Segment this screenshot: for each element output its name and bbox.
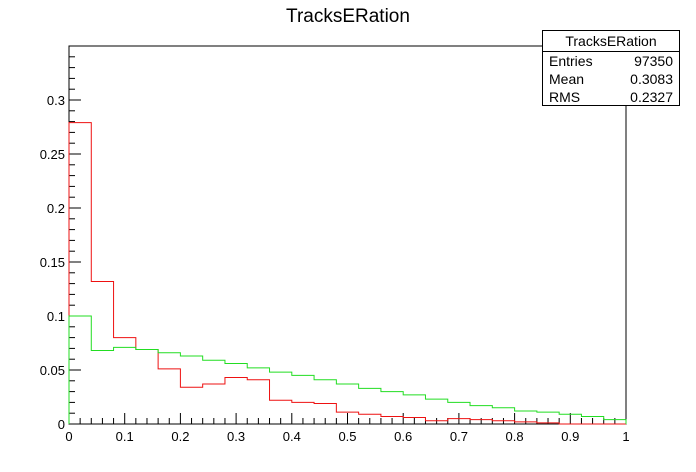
x-axis: 0 0.1 0.2 0.3 0.4 0.5 0.6 0.7 0.8 0.9 1: [65, 413, 630, 444]
y-tick-label: 0.1: [47, 309, 65, 324]
x-tick-label: 0.2: [171, 429, 189, 444]
x-tick-label: 0.3: [227, 429, 245, 444]
series-0-line: [68, 122, 626, 425]
stats-mean-label: Mean: [549, 71, 585, 87]
x-tick-label: 0.4: [283, 429, 301, 444]
stats-title: TracksERation: [543, 31, 679, 52]
chart-title: TracksERation: [286, 6, 410, 27]
x-tick-label: 1: [622, 429, 629, 444]
x-tick-label: 0.1: [116, 429, 134, 444]
y-tick-label: 0.15: [40, 255, 65, 270]
stats-rms-value: 0.2327: [630, 89, 673, 105]
stats-box: TracksERation Entries 97350 Mean 0.3083 …: [542, 30, 680, 106]
stats-entries-value: 97350: [634, 53, 673, 69]
stats-entries-label: Entries: [549, 53, 593, 69]
x-tick-label: 0.9: [561, 429, 579, 444]
stats-rms-row: RMS 0.2327: [543, 88, 679, 106]
y-axis: 0 0.05 0.1 0.15 0.2 0.25 0.3: [40, 56, 81, 432]
histogram-series: [68, 122, 627, 425]
stats-rms-label: RMS: [549, 89, 581, 105]
x-tick-label: 0: [65, 429, 72, 444]
series-1-line: [68, 315, 627, 424]
stats-mean-row: Mean 0.3083: [543, 70, 679, 88]
x-tick-label: 0.8: [506, 429, 524, 444]
x-tick-label: 0.6: [394, 429, 412, 444]
y-tick-label: 0.05: [40, 363, 65, 378]
y-tick-label: 0.3: [47, 93, 65, 108]
x-tick-label: 0.5: [338, 429, 356, 444]
x-tick-label: 0.7: [450, 429, 468, 444]
y-tick-label: 0.2: [47, 201, 65, 216]
y-tick-label: 0: [58, 417, 65, 432]
stats-entries-row: Entries 97350: [543, 52, 679, 70]
y-tick-label: 0.25: [40, 147, 65, 162]
stats-mean-value: 0.3083: [630, 71, 673, 87]
